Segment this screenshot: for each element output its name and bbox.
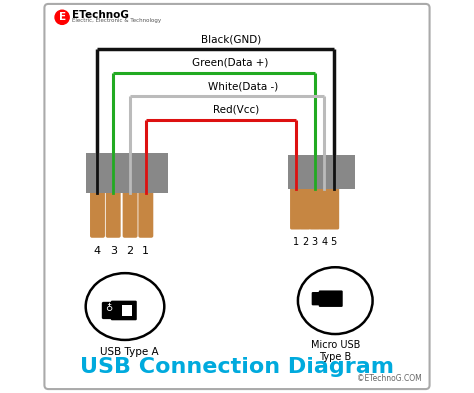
FancyBboxPatch shape (319, 290, 343, 307)
Text: 2: 2 (302, 237, 308, 246)
Text: E: E (59, 12, 66, 22)
Text: Electric, Electronic & Technology: Electric, Electronic & Technology (72, 18, 161, 23)
Text: 5: 5 (330, 237, 337, 246)
FancyBboxPatch shape (138, 191, 153, 238)
Text: Black(GND): Black(GND) (201, 34, 262, 44)
Text: Micro USB
Type B: Micro USB Type B (310, 340, 360, 362)
FancyBboxPatch shape (90, 191, 105, 238)
Text: Red(Vcc): Red(Vcc) (213, 105, 260, 115)
FancyBboxPatch shape (290, 187, 301, 230)
Text: Green(Data +): Green(Data +) (191, 58, 268, 68)
Text: ©ETechnoG.COM: ©ETechnoG.COM (357, 374, 422, 383)
Text: USB Connection Diagram: USB Connection Diagram (80, 358, 394, 377)
FancyBboxPatch shape (288, 155, 355, 189)
Text: 1: 1 (292, 237, 299, 246)
Text: USB Type A: USB Type A (100, 347, 158, 357)
Text: 3: 3 (109, 246, 117, 255)
Text: 2: 2 (127, 246, 134, 255)
FancyBboxPatch shape (45, 4, 429, 389)
Text: White(Data -): White(Data -) (208, 81, 278, 91)
Text: ETechnoG: ETechnoG (72, 10, 129, 20)
FancyBboxPatch shape (328, 187, 339, 230)
FancyBboxPatch shape (86, 153, 168, 193)
FancyBboxPatch shape (123, 191, 137, 238)
Circle shape (55, 10, 69, 24)
FancyBboxPatch shape (102, 302, 115, 319)
FancyBboxPatch shape (106, 191, 121, 238)
Text: ♁: ♁ (105, 303, 112, 313)
Text: 4: 4 (321, 237, 328, 246)
FancyBboxPatch shape (122, 305, 132, 316)
Ellipse shape (86, 273, 164, 340)
Text: 4: 4 (94, 246, 101, 255)
Text: 1: 1 (142, 246, 149, 255)
Ellipse shape (298, 267, 373, 334)
FancyBboxPatch shape (300, 187, 310, 230)
FancyBboxPatch shape (319, 187, 330, 230)
FancyBboxPatch shape (111, 301, 137, 320)
FancyBboxPatch shape (310, 187, 320, 230)
Text: 3: 3 (312, 237, 318, 246)
FancyBboxPatch shape (312, 292, 322, 305)
